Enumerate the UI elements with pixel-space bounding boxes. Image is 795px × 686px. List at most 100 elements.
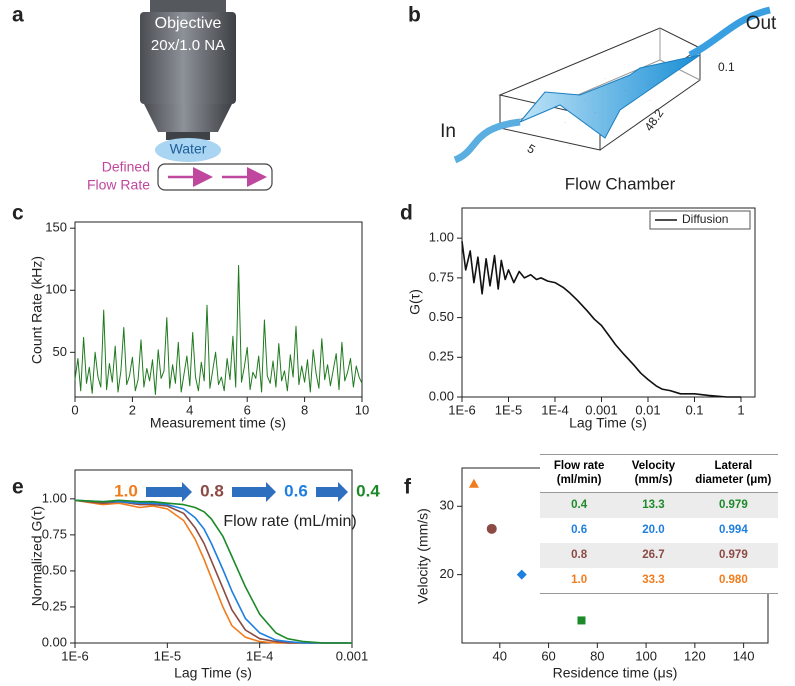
y-tick-label: 50 — [53, 344, 67, 359]
table-header-row: Flow rate (ml/min) Velocity (mm/s) Lateral… — [540, 454, 778, 493]
x-axis-label: Lag Time (s) — [569, 415, 647, 431]
table-header: Lateral diameter (μm) — [688, 454, 778, 493]
flow-chamber-illustration — [453, 6, 771, 164]
flow-arrow — [146, 482, 192, 502]
table-row: 1.0 33.3 0.980 — [540, 567, 778, 594]
objective-illustration — [140, 0, 273, 191]
x-axis-label: Measurement time (s) — [150, 415, 286, 431]
table-row: 0.4 13.3 0.979 — [540, 492, 778, 518]
flow-arrow — [232, 482, 276, 502]
data-line — [74, 499, 352, 644]
scatter-point — [486, 523, 497, 534]
flow-label: Flow Rate — [87, 177, 150, 193]
y-tick-label: 0.00 — [42, 634, 67, 649]
plot-frame — [74, 221, 363, 398]
dimension-label: 5 — [525, 141, 538, 157]
dimension-label: 48.2 — [642, 106, 667, 133]
y-tick-label: 100 — [45, 282, 67, 297]
y-axis-label: Normalized G(τ) — [29, 506, 45, 606]
inlet-label: In — [440, 121, 456, 142]
x-tick-label: 2 — [129, 402, 136, 417]
y-tick-label: 0.25 — [42, 598, 67, 613]
chamber-title: Flow Chamber — [565, 174, 676, 193]
y-tick-label: 0.75 — [42, 526, 67, 541]
panel-label: d — [400, 202, 413, 225]
data-line — [74, 264, 363, 395]
medium-label: Water — [170, 141, 207, 157]
table-cell: 0.6 — [571, 524, 588, 537]
flow-rate-step: 0.8 — [200, 481, 224, 500]
x-tick-label: 1E-5 — [495, 402, 522, 417]
flow-rate-step: 1.0 — [114, 481, 138, 500]
table-cell: 0.4 — [540, 492, 619, 518]
table-header: Velocity (mm/s) — [618, 454, 689, 493]
x-tick-label: 0.001 — [336, 648, 369, 663]
panel-label: e — [12, 476, 24, 499]
x-tick-label: 0.001 — [585, 402, 618, 417]
x-tick-label: 1E-4 — [246, 648, 273, 663]
data-line — [74, 499, 352, 644]
panel-label: a — [12, 4, 24, 27]
x-tick-label: 100 — [635, 648, 657, 663]
flow-rate-annotation: Flow rate (mL/min) — [223, 513, 356, 530]
y-axis-label: G(τ) — [407, 289, 423, 315]
y-tick-label: 0.50 — [42, 562, 67, 577]
y-tick-label: 0.00 — [429, 388, 454, 403]
scatter-point — [577, 616, 586, 625]
x-tick-label: 10 — [355, 402, 369, 417]
y-tick-label: 150 — [45, 220, 67, 235]
x-tick-label: 1E-6 — [448, 402, 475, 417]
x-axis-label: Lag Time (s) — [174, 665, 252, 681]
panel-label: f — [404, 476, 412, 499]
dimension-label: 0.1 — [718, 60, 735, 74]
x-tick-label: 120 — [684, 648, 706, 663]
x-tick-label: 1E-5 — [154, 648, 181, 663]
data-line — [461, 241, 741, 398]
flow-rate-step: 0.4 — [356, 481, 380, 500]
table-cell: 26.7 — [618, 542, 689, 568]
objective-spec: 20x/1.0 NA — [151, 37, 225, 54]
results-table: Flow rate (ml/min) Velocity (mm/s) Lateral… — [540, 454, 778, 594]
table-row: 0.6 20.0 0.994 — [540, 518, 778, 543]
flow-rate-step: 0.6 — [284, 481, 308, 500]
table-cell: 13.3 — [618, 492, 689, 518]
x-tick-label: 1 — [737, 402, 744, 417]
x-tick-label: 40 — [493, 648, 507, 663]
x-tick-label: 0.01 — [635, 402, 660, 417]
table-cell: 0.8 — [540, 542, 619, 568]
table-cell: 0.994 — [718, 524, 748, 537]
x-tick-label: 80 — [590, 648, 604, 663]
x-tick-label: 1E-4 — [541, 402, 568, 417]
x-tick-label: 4 — [186, 402, 193, 417]
y-tick-label: 0.25 — [429, 349, 454, 364]
x-axis-label: Residence time (μs) — [553, 665, 678, 681]
flow-arrow — [316, 482, 348, 502]
y-tick-label: 0.50 — [429, 309, 454, 324]
x-tick-label: 1E-6 — [61, 648, 88, 663]
objective-label: Objective — [155, 15, 222, 32]
panel-label: c — [12, 202, 24, 225]
y-axis-label: Velocity (mm/s) — [415, 508, 431, 604]
plot-frame — [461, 207, 756, 398]
panel-label: b — [408, 4, 421, 27]
scatter-point — [516, 569, 527, 580]
x-tick-label: 60 — [541, 648, 555, 663]
y-axis-label: Count Rate (kHz) — [29, 256, 45, 364]
outlet-label: Out — [746, 13, 777, 34]
y-tick-label: 0.75 — [429, 269, 454, 284]
table-cell: 1.0 — [540, 567, 619, 594]
x-tick-label: 6 — [244, 402, 251, 417]
scatter-point — [468, 478, 479, 488]
y-tick-label: 1.00 — [429, 230, 454, 245]
plot-frame — [74, 469, 353, 644]
table-cell: 0.979 — [688, 542, 778, 568]
x-tick-label: 140 — [733, 648, 755, 663]
y-tick-label: 20 — [440, 566, 454, 581]
x-tick-label: 0.1 — [685, 402, 703, 417]
table-header: Flow rate (ml/min) — [540, 454, 619, 493]
flow-label: Defined — [102, 159, 150, 175]
y-tick-label: 1.00 — [42, 490, 67, 505]
y-tick-label: 30 — [440, 498, 454, 513]
